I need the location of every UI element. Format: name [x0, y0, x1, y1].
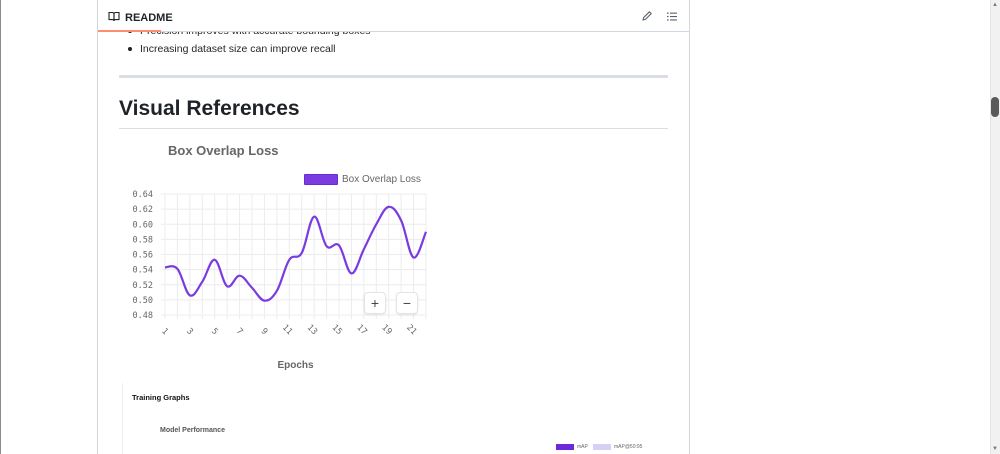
series-line-box-overlap-loss — [164, 205, 428, 302]
scroll-down-arrow-icon[interactable]: ▼ — [992, 446, 998, 452]
y-tick-label: 0.52 — [133, 281, 153, 291]
readme-card: README Precision improves with accurate … — [97, 0, 690, 454]
list-icon[interactable] — [665, 9, 679, 23]
y-tick-label: 0.62 — [133, 205, 153, 215]
y-tick-label: 0.48 — [133, 311, 153, 321]
x-tick-label: 5 — [209, 326, 220, 337]
zoom-in-button[interactable]: + — [364, 292, 386, 314]
chart-title: Model Performance — [160, 427, 225, 434]
panel-title: Training Graphs — [132, 393, 190, 402]
legend-label: mAP@50:95 — [614, 444, 643, 450]
horizontal-rule — [119, 75, 668, 78]
window-left-border — [0, 0, 1, 454]
x-tick-label: 11 — [280, 323, 294, 337]
chart-legend[interactable]: Box Overlap Loss — [304, 174, 421, 185]
y-tick-label: 0.54 — [133, 266, 153, 276]
x-tick-label: 17 — [354, 323, 368, 337]
page-scrollbar[interactable]: ▲ ▼ — [990, 0, 1000, 454]
legend-swatch — [556, 444, 574, 450]
readme-tab-label: README — [125, 12, 173, 24]
scroll-up-arrow-icon[interactable]: ▲ — [992, 2, 998, 8]
x-tick-label: 13 — [305, 323, 319, 337]
training-graphs-panel: Training Graphs Model Performance mAP mA… — [122, 383, 670, 454]
y-tick-label: 0.56 — [133, 251, 153, 261]
scrollbar-thumb[interactable] — [991, 97, 999, 117]
readme-tab[interactable]: README — [108, 9, 173, 27]
y-tick-label: 0.60 — [133, 220, 153, 230]
x-tick-label: 15 — [330, 323, 344, 337]
y-tick-label: 0.64 — [133, 190, 153, 200]
legend-label: Box Overlap Loss — [342, 174, 421, 185]
chart-title: Box Overlap Loss — [168, 143, 279, 158]
active-tab-indicator — [98, 30, 161, 32]
heading-underline — [119, 128, 668, 129]
box-overlap-loss-chart: Box Overlap Loss Box Overlap Loss 0.64 0.… — [122, 138, 442, 373]
x-tick-label: 19 — [379, 323, 393, 337]
x-tick-label: 7 — [234, 326, 245, 337]
pencil-icon[interactable] — [640, 9, 654, 23]
x-tick-label: 3 — [184, 326, 195, 337]
section-heading: Visual References — [119, 97, 300, 120]
zoom-out-button[interactable]: − — [396, 292, 418, 314]
x-axis-label: Epochs — [277, 360, 314, 371]
x-tick-label: 1 — [159, 326, 170, 337]
legend-swatch — [304, 174, 338, 185]
x-tick-label: 9 — [259, 326, 270, 337]
readme-header: README — [98, 0, 689, 32]
legend-swatch — [593, 444, 611, 450]
y-tick-label: 0.50 — [133, 296, 153, 306]
legend-item-map50-95[interactable]: mAP@50:95 — [593, 444, 642, 450]
book-icon — [108, 9, 120, 27]
legend-item-map[interactable]: mAP — [556, 444, 588, 450]
y-tick-label: 0.58 — [133, 235, 153, 245]
list-item: Increasing dataset size can improve reca… — [119, 40, 669, 58]
legend-label: mAP — [577, 444, 588, 450]
chart-plot-area: 0.640.620.600.580.560.540.520.500.481 3 5 7… — [133, 190, 428, 371]
x-tick-label: 21 — [404, 323, 418, 337]
